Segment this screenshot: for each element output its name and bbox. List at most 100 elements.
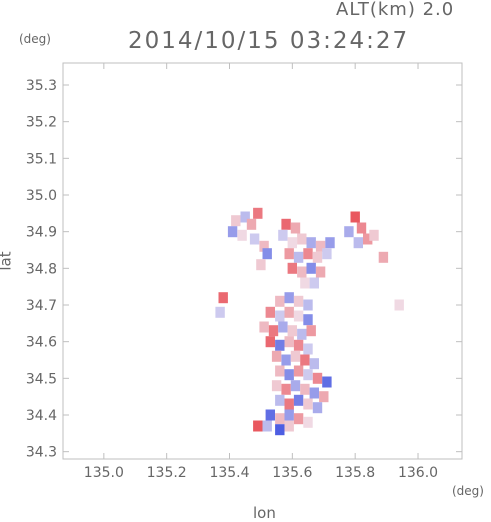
data-cell [281, 218, 291, 230]
y-axis-unit: (deg) [19, 32, 51, 46]
data-cell [356, 222, 367, 234]
y-tick-label: 34.6 [26, 335, 57, 351]
data-cells [215, 207, 404, 436]
data-cell [315, 240, 326, 252]
data-cell [262, 420, 272, 432]
data-cell [246, 218, 257, 230]
data-cell [275, 394, 285, 406]
data-cell [353, 237, 363, 249]
y-tick-label: 34.9 [26, 225, 57, 241]
y-tick-label: 34.8 [26, 261, 57, 277]
data-cell [265, 306, 275, 318]
data-cell [303, 398, 313, 410]
data-cell [300, 383, 310, 395]
data-cell [275, 339, 285, 351]
data-cell [300, 354, 310, 366]
data-cell [344, 226, 354, 238]
y-tick-label: 35.1 [26, 151, 57, 167]
data-cell [249, 233, 260, 245]
x-axis-unit: (deg) [452, 484, 484, 498]
data-cell [369, 229, 379, 241]
data-cell [293, 310, 304, 322]
data-cell [290, 350, 301, 362]
data-cell [240, 211, 250, 223]
data-cell [284, 409, 294, 421]
y-tick-label: 35.3 [26, 78, 57, 94]
data-cell [315, 266, 326, 278]
data-cell [237, 229, 247, 241]
data-cell [231, 215, 241, 227]
data-cell [394, 299, 404, 311]
data-cell [293, 339, 304, 351]
data-cell [378, 251, 389, 263]
data-cell [265, 409, 275, 421]
data-cell [297, 266, 307, 278]
data-cell [218, 292, 228, 304]
data-cell [275, 424, 285, 436]
data-cell [284, 306, 294, 318]
data-cell [363, 233, 373, 245]
data-cell [259, 321, 269, 333]
data-cell [259, 240, 269, 252]
data-cell [319, 391, 329, 403]
data-cell [278, 229, 288, 241]
data-cell [290, 222, 301, 234]
data-cell [303, 369, 313, 381]
data-cell [300, 277, 310, 289]
y-tick-label: 34.7 [26, 298, 57, 314]
data-cell [303, 248, 313, 260]
data-cell [297, 233, 307, 245]
data-cell [271, 380, 282, 392]
data-cell [253, 420, 263, 432]
data-cell [293, 413, 304, 425]
data-cell [306, 325, 316, 337]
data-cell [284, 292, 294, 304]
data-cell [309, 358, 319, 370]
data-cell [275, 413, 285, 425]
data-cell [303, 299, 313, 311]
data-cell [284, 420, 294, 432]
data-cell [297, 328, 307, 340]
y-tick-label: 34.3 [26, 445, 57, 461]
data-cell [287, 237, 297, 249]
data-cell [322, 248, 332, 260]
data-cell [309, 277, 319, 289]
data-cell [284, 248, 294, 260]
data-cell [287, 325, 297, 337]
x-tick-label: 135.2 [147, 465, 187, 481]
data-cell [284, 336, 294, 348]
altitude-label: ALT(km) 2.0 [336, 0, 455, 20]
data-cell [309, 387, 319, 399]
data-cell [293, 251, 304, 263]
data-cell [275, 310, 285, 322]
data-cell [322, 376, 332, 388]
data-cell [215, 306, 225, 318]
x-tick-label: 135.4 [209, 465, 249, 481]
data-cell [306, 262, 316, 274]
data-cell [325, 237, 335, 249]
data-cell [256, 259, 266, 271]
data-cell [303, 416, 313, 428]
data-cell [284, 398, 294, 410]
data-cell [290, 380, 301, 392]
x-tick-label: 135.8 [335, 465, 375, 481]
data-cell [275, 365, 285, 377]
data-cell [278, 321, 288, 333]
data-cell [281, 354, 291, 366]
data-cell [287, 262, 297, 274]
data-cell [312, 251, 323, 263]
x-tick-label: 135.6 [272, 465, 312, 481]
data-cell [312, 372, 323, 384]
data-cell [275, 295, 285, 307]
x-ticks: 135.0 135.2 135.4 135.6 135.8 136.0 [84, 63, 438, 481]
data-cell [293, 295, 304, 307]
data-cell [227, 226, 238, 238]
y-tick-label: 34.4 [26, 408, 57, 424]
y-ticks: 34.3 34.4 34.5 34.6 34.7 34.8 34.9 35.0 35.1 35.2… [26, 78, 462, 461]
data-cell [303, 314, 313, 326]
data-cell [253, 207, 263, 219]
y-tick-label: 34.5 [26, 371, 57, 387]
data-cell [312, 402, 323, 414]
data-cell [303, 343, 313, 355]
